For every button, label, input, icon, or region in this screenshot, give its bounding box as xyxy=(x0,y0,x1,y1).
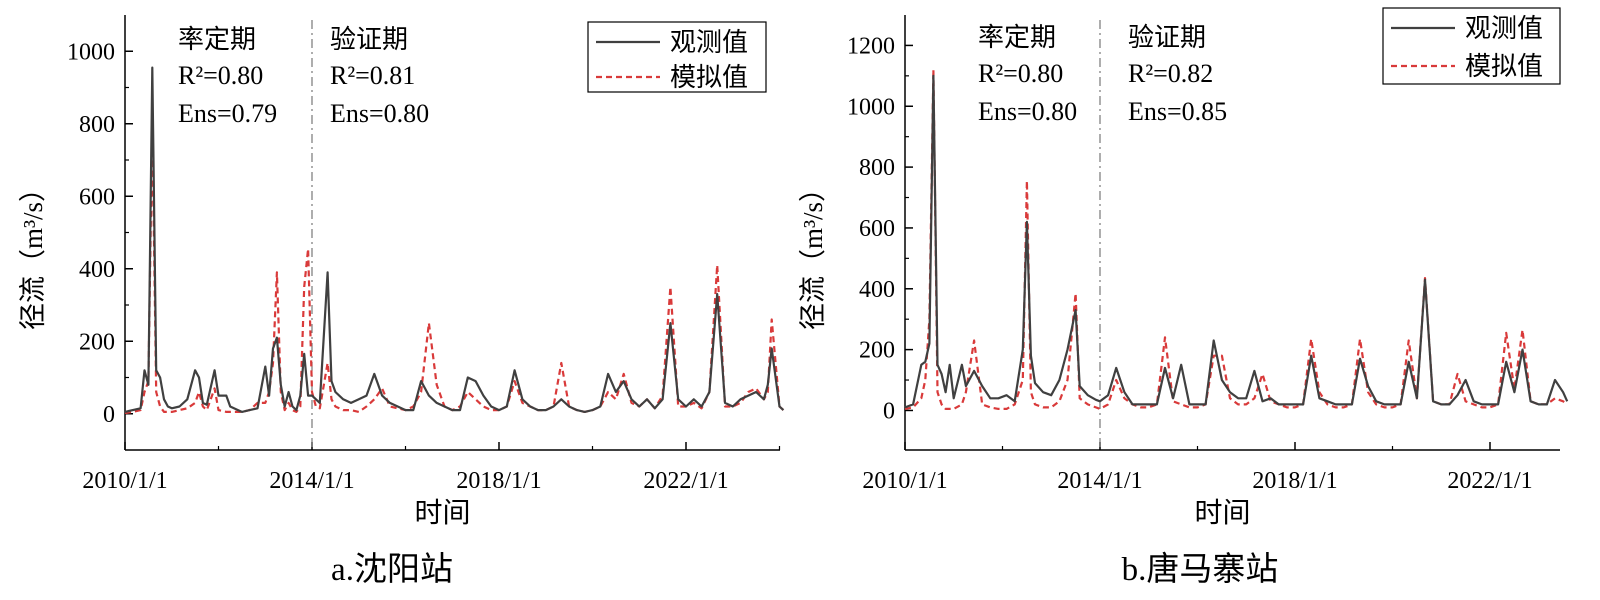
period-label: 率定期 xyxy=(978,23,1056,52)
legend-label: 模拟值 xyxy=(670,63,748,92)
x-axis-title: 时间 xyxy=(414,497,470,529)
ens-annotation: Ens=0.80 xyxy=(330,99,429,128)
y-tick-label: 1200 xyxy=(847,33,895,59)
y-tick-label: 600 xyxy=(79,184,115,210)
series-line-observed xyxy=(904,74,1569,409)
x-tick-label: 2022/1/1 xyxy=(643,468,728,494)
panel-label: a.沈阳站 xyxy=(331,551,453,588)
ens-annotation: Ens=0.80 xyxy=(978,97,1077,126)
y-tick-label: 200 xyxy=(859,338,895,364)
ens-annotation: Ens=0.85 xyxy=(1128,97,1227,126)
period-label: 验证期 xyxy=(330,25,408,54)
series-line-observed xyxy=(124,66,785,413)
x-tick-label: 2010/1/1 xyxy=(82,468,167,494)
x-tick-label: 2014/1/1 xyxy=(1057,468,1142,494)
r2-annotation: R²=0.80 xyxy=(978,59,1063,88)
legend-box xyxy=(1382,7,1561,85)
x-tick-label: 2018/1/1 xyxy=(456,468,541,494)
r2-annotation: R²=0.80 xyxy=(178,61,263,90)
period-label: 率定期 xyxy=(178,25,256,54)
chart-panel: 0 200 400 600 800 1000 1200 2010/1/1 2014/1/1 201… xyxy=(798,7,1569,588)
y-tick-label: 400 xyxy=(859,277,895,303)
x-tick-label: 2018/1/1 xyxy=(1252,468,1337,494)
y-tick-label: 1000 xyxy=(847,94,895,120)
legend-label: 观测值 xyxy=(1465,14,1543,43)
legend-label: 观测值 xyxy=(670,28,748,57)
y-tick-label: 0 xyxy=(883,398,895,424)
y-tick-label: 0 xyxy=(103,402,115,428)
r2-annotation: R²=0.81 xyxy=(330,61,415,90)
y-tick-label: 800 xyxy=(79,112,115,138)
x-tick-label: 2014/1/1 xyxy=(269,468,354,494)
y-tick-label: 1000 xyxy=(67,39,115,65)
series-line-simulated xyxy=(124,122,785,415)
legend-box xyxy=(587,21,767,93)
panel-label: b.唐马寨站 xyxy=(1122,551,1279,588)
y-tick-label: 400 xyxy=(79,257,115,283)
y-axis-title: 径流（m³/s） xyxy=(18,175,48,330)
ens-annotation: Ens=0.79 xyxy=(178,99,277,128)
legend-label: 模拟值 xyxy=(1465,52,1543,81)
chart-panel: 0 200 400 600 800 1000 2010/1/1 2014/1/1 2018/1/… xyxy=(18,15,785,588)
y-tick-label: 200 xyxy=(79,329,115,355)
x-axis-title: 时间 xyxy=(1194,497,1250,529)
y-tick-label: 800 xyxy=(859,155,895,181)
x-tick-label: 2010/1/1 xyxy=(862,468,947,494)
y-tick-label: 600 xyxy=(859,216,895,242)
x-tick-label: 2022/1/1 xyxy=(1447,468,1532,494)
r2-annotation: R²=0.82 xyxy=(1128,59,1213,88)
y-axis-title: 径流（m³/s） xyxy=(798,175,828,330)
period-label: 验证期 xyxy=(1128,23,1206,52)
series-line-simulated xyxy=(904,68,1568,410)
